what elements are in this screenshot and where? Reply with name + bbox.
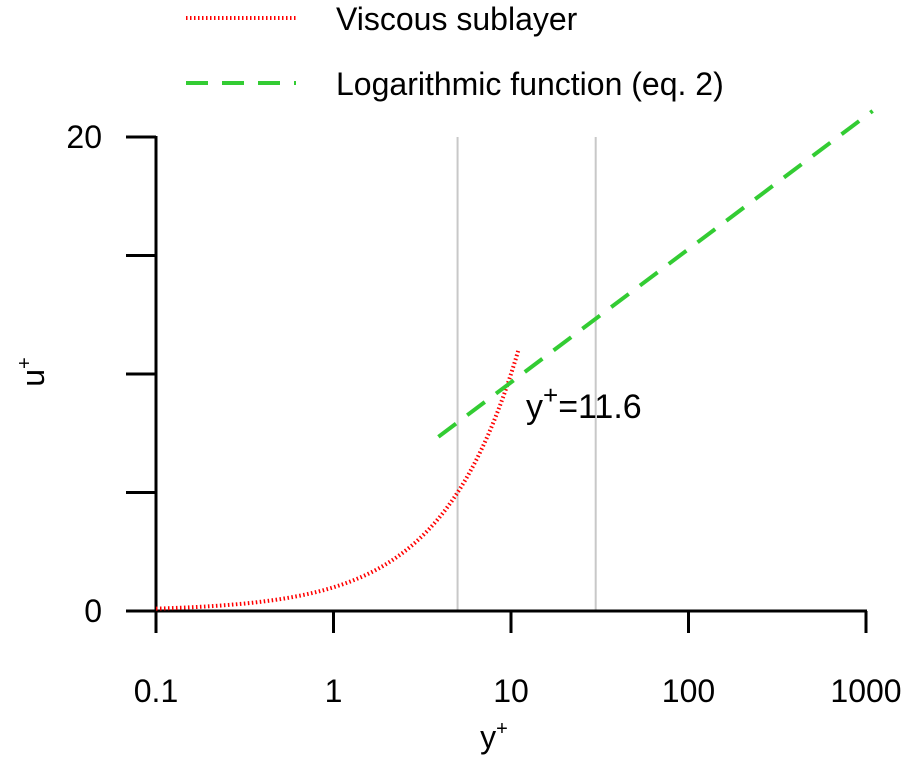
y-tick-label: 0 (84, 593, 102, 629)
series-line-0 (155, 349, 521, 611)
x-axis-label: y+ (480, 718, 508, 755)
annotation-y-plus-11-6: y+=11.6 (526, 380, 642, 426)
series-line-1 (437, 109, 874, 439)
ticks (126, 135, 868, 633)
y-tick-label: 20 (66, 119, 102, 155)
tick-labels: 0.1 1 10 100 1000 0 20 (66, 119, 901, 709)
x-tick-label: 100 (662, 673, 715, 709)
reference-lines (456, 137, 597, 611)
x-tick-label: 10 (493, 673, 529, 709)
legend-label-viscous-sublayer: Viscous sublayer (336, 1, 578, 37)
x-tick-label: 1000 (830, 673, 901, 709)
y-axis-label: u+ (14, 357, 51, 386)
legend: Viscous sublayer Logarithmic function (e… (186, 1, 724, 102)
x-tick-label: 1 (325, 673, 343, 709)
legend-label-logarithmic-function: Logarithmic function (eq. 2) (336, 66, 724, 102)
x-tick-label: 0.1 (134, 673, 178, 709)
series-layer (155, 109, 874, 611)
